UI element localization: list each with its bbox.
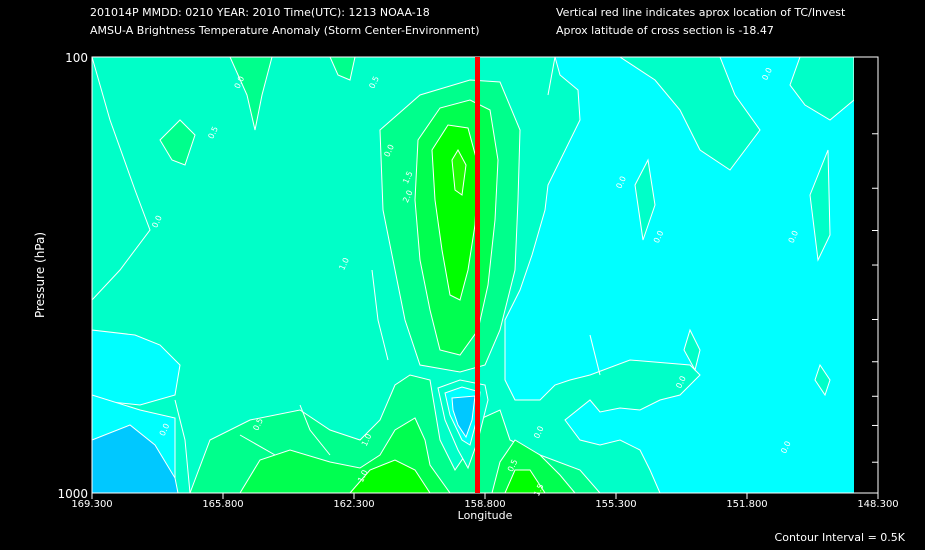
y-axis: 100 1000	[57, 51, 878, 501]
extra-contours	[174, 56, 601, 494]
x-tick-label: 169.300	[71, 499, 112, 510]
field-aqua-patch-right	[809, 149, 831, 262]
x-axis-title: Longitude	[458, 509, 513, 522]
x-tick-label: 165.800	[202, 499, 243, 510]
y-tick-label: 1000	[57, 487, 88, 501]
right-margin-strip	[854, 57, 878, 493]
contour-line	[239, 434, 276, 456]
header-title: AMSU-A Brightness Temperature Anomaly (S…	[90, 24, 480, 37]
field-aqua-patch-small	[683, 328, 701, 372]
field-aqua-patch-sliver	[634, 158, 656, 241]
header-run-info: 201014P MMDD: 0210 YEAR: 2010 Time(UTC):…	[90, 6, 430, 19]
field-spring-tongue-2	[159, 119, 196, 166]
contour-line	[174, 399, 191, 494]
x-tick-label: 158.800	[464, 499, 505, 510]
y-tick-label: 100	[65, 51, 88, 65]
x-tick-label: 155.300	[595, 499, 636, 510]
contour-line	[299, 404, 331, 456]
field-aqua-patch-upper-right	[618, 56, 761, 171]
contour-label-layer: 0.00.00.00.00.00.00.00.00.00.00.00.50.50…	[150, 66, 800, 497]
header-latitude: Aprox latitude of cross section is -18.4…	[556, 24, 774, 37]
contour-line	[547, 56, 556, 96]
anomaly-field	[91, 56, 855, 494]
contour-line	[371, 269, 389, 361]
x-axis: 169.300 165.800 162.300 158.800 155.300 151.8…	[71, 493, 899, 510]
field-aqua-patch-tiny	[814, 363, 831, 397]
contour-line	[589, 334, 601, 376]
x-tick-label: 151.800	[726, 499, 767, 510]
x-tick-label: 148.300	[857, 499, 898, 510]
field-cold-tongue-core	[451, 395, 476, 439]
header-storm-note: Vertical red line indicates aprox locati…	[556, 6, 846, 19]
contour-interval-note: Contour Interval = 0.5K	[774, 531, 905, 544]
x-tick-label: 162.300	[333, 499, 374, 510]
field-bright-green-core	[431, 124, 479, 301]
y-axis-title: Pressure (hPa)	[33, 232, 47, 318]
field-max-core	[451, 148, 467, 196]
